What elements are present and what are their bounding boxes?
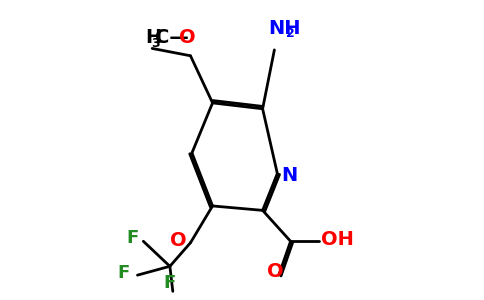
Text: N: N [281, 166, 297, 184]
Text: F: F [164, 274, 176, 292]
Text: NH: NH [269, 19, 301, 38]
Text: OH: OH [321, 230, 354, 249]
Text: C—: C— [155, 28, 189, 47]
Text: F: F [126, 229, 138, 247]
Text: 3: 3 [151, 37, 159, 50]
Text: F: F [118, 264, 130, 282]
Text: 2: 2 [286, 27, 295, 40]
Text: O: O [267, 262, 284, 281]
Text: O: O [179, 28, 196, 47]
Text: O: O [170, 231, 187, 250]
Text: H: H [145, 28, 161, 47]
